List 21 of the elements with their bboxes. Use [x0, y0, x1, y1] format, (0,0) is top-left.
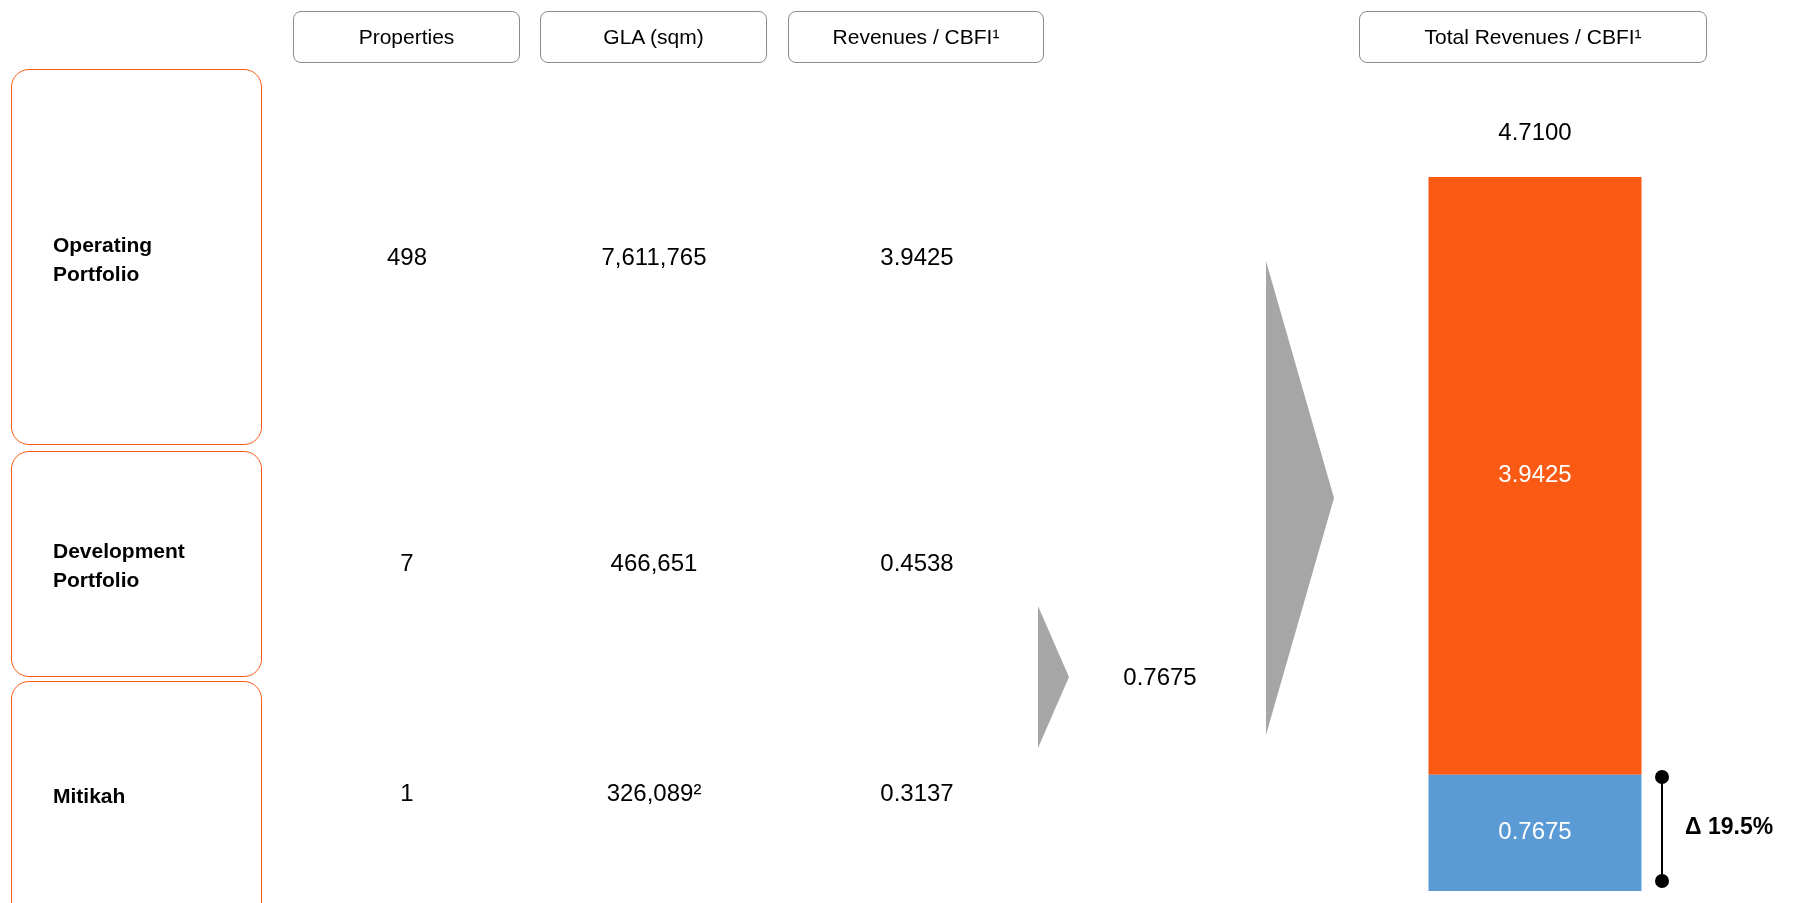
- text: 0.3137: [880, 779, 954, 806]
- data-label: 3.9425: [1498, 460, 1572, 488]
- category-label: Development Portfolio: [53, 539, 185, 591]
- total-label: 4.7100: [1498, 117, 1572, 145]
- text: 7: [400, 549, 414, 576]
- text: 498: [386, 243, 428, 270]
- text: 1: [400, 779, 414, 806]
- text: 3.9425: [880, 243, 954, 270]
- text: 0.7675: [1122, 663, 1198, 692]
- category-label: Properties: [293, 11, 520, 63]
- chart-title: Total Revenues / CBFI¹: [1359, 11, 1707, 63]
- category-label: Operating Portfolio: [53, 233, 153, 285]
- text: 326,089²: [606, 779, 702, 806]
- data-label: 0.7675: [1498, 817, 1572, 845]
- text: 0.4538: [880, 549, 954, 576]
- category-label: GLA (sqm): [540, 11, 767, 63]
- text: 466,651: [610, 549, 698, 576]
- text: Δ 19.5%: [1685, 813, 1775, 841]
- category-label: Revenues / CBFI¹: [788, 11, 1044, 63]
- category-label: Mitikah: [53, 783, 126, 807]
- text: 7,611,765: [601, 243, 707, 270]
